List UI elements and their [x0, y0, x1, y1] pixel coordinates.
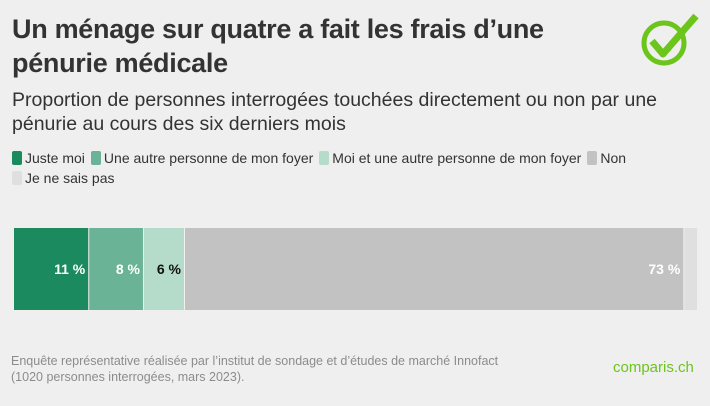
bar-segment: [185, 228, 684, 310]
legend-item: Une autre personne de mon foyer: [90, 149, 314, 167]
legend-swatch: [90, 151, 101, 165]
source-line-1: Enquête représentative réalisée par l’in…: [11, 354, 499, 368]
legend-label: Je ne sais pas: [25, 170, 115, 186]
bar-segment: [14, 228, 89, 310]
data-label: 6 %: [157, 261, 182, 277]
source-note: Enquête représentative réalisée par l’in…: [11, 353, 498, 385]
legend-label: Non: [600, 150, 627, 166]
check-circle-icon: [641, 13, 699, 66]
legend-swatch: [319, 151, 330, 165]
legend-item: Moi et une autre personne de mon foyer: [319, 149, 581, 167]
stacked-bar-chart: 11 % 8 % 6 % 73 %: [14, 228, 697, 310]
legend-label: Une autre personne de mon foyer: [103, 150, 314, 166]
data-label: 8 %: [116, 261, 141, 277]
legend-label: Moi et une autre personne de mon foyer: [332, 150, 582, 166]
legend-item: Non: [587, 149, 626, 167]
chart-title: Un ménage sur quatre a fait les frais d’…: [12, 14, 544, 78]
data-label: 73 %: [648, 261, 680, 277]
bar-segment: [143, 228, 184, 310]
legend-swatch: [587, 151, 598, 165]
legend-swatch: [12, 151, 22, 165]
bar-segment: [684, 228, 697, 310]
legend-item: Juste moi: [12, 149, 85, 167]
data-label: 11 %: [54, 261, 86, 277]
legend: Juste moi Une autre personne de mon foyer…: [12, 149, 692, 189]
chart-subtitle: Proportion de personnes interrogées touc…: [12, 89, 658, 135]
bar-segment: [89, 228, 143, 310]
brand-logo: comparis.ch: [613, 359, 694, 376]
legend-item: Je ne sais pas: [12, 169, 115, 187]
legend-swatch: [12, 171, 22, 185]
legend-label: Juste moi: [25, 150, 85, 166]
source-line-2: (1020 personnes interrogées, mars 2023).: [11, 370, 245, 384]
